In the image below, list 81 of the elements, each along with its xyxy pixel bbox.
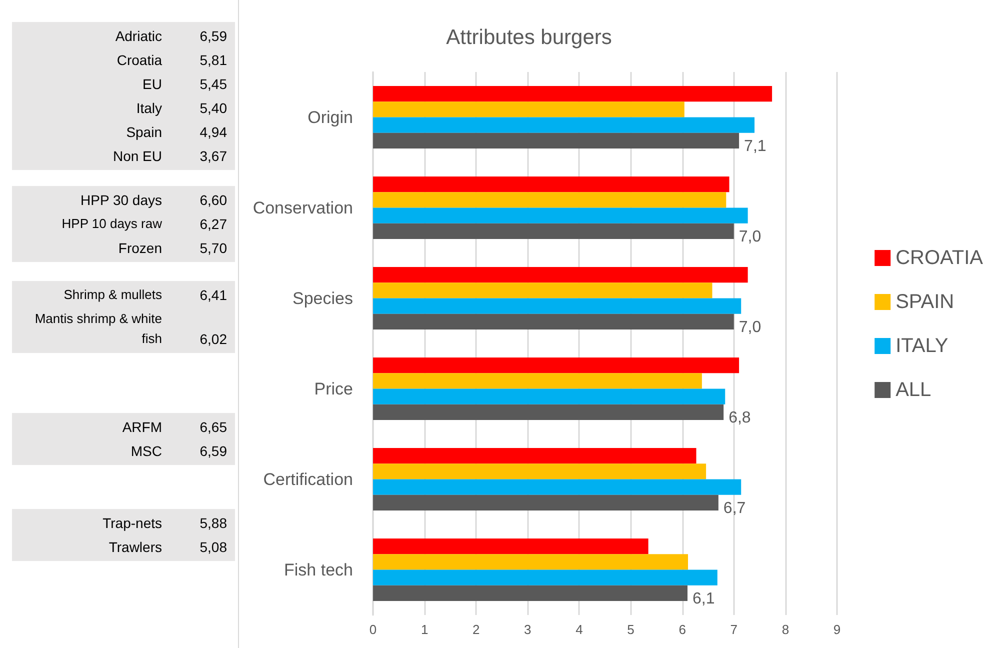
legend-label: ITALY	[896, 335, 948, 357]
text: 5,40	[200, 100, 227, 116]
data-label: 7,0	[738, 319, 762, 336]
data-label: 7,0	[738, 228, 762, 246]
data-label: 6,8	[728, 410, 751, 427]
text: 6,60	[200, 192, 227, 208]
bar	[373, 223, 734, 239]
bar	[373, 86, 772, 102]
y-tick-label: Origin	[308, 108, 353, 127]
bar	[373, 585, 688, 601]
bar	[373, 282, 712, 298]
category-label: Mantis shrimp & white fish	[34, 310, 162, 348]
x-tick-label: 7	[730, 622, 738, 637]
bar	[373, 117, 755, 133]
x-tick-label: 8	[782, 622, 790, 637]
text: 6,59	[200, 443, 227, 459]
y-tick-label: Species	[292, 288, 353, 308]
x-tick-label: 5	[627, 622, 634, 637]
text: 5,70	[200, 240, 227, 256]
bar	[373, 404, 724, 420]
text: 5,45	[200, 76, 227, 92]
category-label: ARFM	[121, 418, 162, 437]
bar	[373, 554, 688, 570]
bar	[373, 570, 718, 586]
y-tick-label: Conservation	[252, 198, 353, 218]
text: 6,27	[200, 216, 227, 232]
category-label: Shrimp & mullets	[62, 286, 162, 304]
bar	[373, 464, 706, 480]
bar	[373, 448, 696, 464]
bar	[373, 388, 726, 404]
bar	[373, 538, 648, 554]
bar	[373, 494, 718, 510]
text: 6,65	[200, 419, 227, 435]
text: 5,08	[200, 539, 227, 555]
category-label: MSC	[130, 442, 162, 461]
text: 6,02	[200, 331, 227, 347]
text: 3,67	[200, 148, 227, 164]
category-label: Trap-nets	[102, 514, 162, 533]
x-tick-label: 2	[472, 622, 480, 637]
category-label: HPP 30 days	[80, 191, 162, 210]
bar	[373, 192, 726, 208]
x-tick-label: 9	[833, 622, 841, 637]
data-label: 7,1	[744, 138, 766, 156]
category-label: Croatia	[116, 51, 162, 70]
x-tick-label: 3	[524, 622, 532, 637]
x-tick-label: 0	[369, 622, 377, 637]
bar	[373, 102, 684, 118]
category-label: Italy	[135, 99, 162, 118]
category-label: EU	[142, 75, 162, 94]
y-tick-label: Certification	[263, 470, 353, 489]
text: 4,94	[200, 124, 227, 140]
x-tick-label: 6	[678, 622, 686, 637]
legend-label: CROATIA	[896, 247, 984, 269]
legend-label: ALL	[896, 379, 932, 401]
bar	[373, 176, 730, 192]
bar	[373, 479, 742, 495]
text: 6,41	[200, 287, 227, 303]
bar	[373, 373, 702, 389]
y-tick-label: Fish tech	[284, 560, 353, 580]
legend-label: SPAIN	[896, 291, 954, 313]
data-label: 6,7	[723, 500, 746, 518]
category-label: Non EU	[112, 147, 162, 166]
bar	[373, 132, 740, 148]
bar	[373, 267, 748, 283]
category-label: HPP 10 days raw	[60, 215, 162, 233]
text: 5,81	[200, 52, 227, 68]
category-label: Adriatic	[114, 27, 162, 46]
category-label: Frozen	[117, 239, 162, 258]
bar	[373, 298, 742, 314]
y-tick-label: Price	[314, 379, 353, 398]
bar	[373, 208, 748, 224]
text: 5,88	[200, 515, 227, 531]
category-label: Spain	[125, 123, 162, 142]
text: 6,59	[200, 28, 227, 44]
category-label: Trawlers	[108, 538, 162, 557]
x-tick-label: 1	[420, 622, 428, 637]
data-label: 6,1	[692, 590, 715, 608]
x-tick-label: 4	[576, 622, 583, 637]
bar	[373, 314, 734, 330]
chart-title: Attributes burgers	[446, 26, 612, 49]
bar	[373, 358, 740, 374]
